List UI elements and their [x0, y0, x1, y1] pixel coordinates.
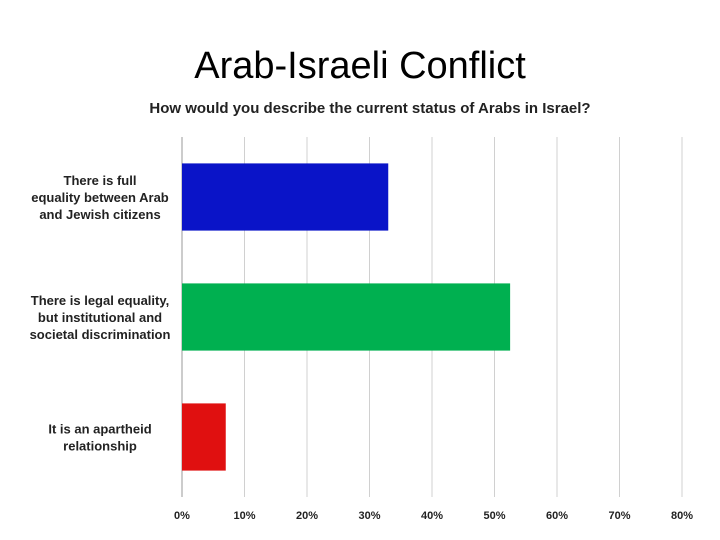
- category-label-line: equality between Arab: [31, 190, 169, 205]
- category-label-line: and Jewish citizens: [39, 207, 160, 222]
- bar-3: [182, 403, 226, 471]
- x-tick-label: 30%: [358, 510, 380, 522]
- x-tick-label: 10%: [233, 510, 255, 522]
- category-label-2: There is legal equality, but institutiona…: [30, 293, 171, 342]
- bar-2: [182, 283, 511, 351]
- slide-title: Arab-Israeli Conflict: [194, 45, 526, 87]
- category-label-line: There is legal equality,: [31, 293, 169, 308]
- category-labels: There is full equality between Arab and Je…: [30, 173, 171, 454]
- x-tick-label: 80%: [671, 510, 693, 522]
- tick-labels: 0% 10% 20% 30% 40% 50% 60% 70% 80%: [174, 510, 693, 522]
- x-tick-label: 50%: [483, 510, 505, 522]
- x-tick-label: 70%: [608, 510, 630, 522]
- x-tick-label: 20%: [296, 510, 318, 522]
- x-tick-label: 60%: [546, 510, 568, 522]
- category-label-line: societal discrimination: [30, 327, 171, 342]
- x-tick-label: 40%: [421, 510, 443, 522]
- category-label-line: relationship: [63, 439, 137, 454]
- bar-1: [182, 163, 389, 231]
- category-label-1: There is full equality between Arab and Je…: [31, 173, 169, 222]
- category-label-line: It is an apartheid: [48, 422, 151, 437]
- category-label-3: It is an apartheid relationship: [48, 422, 151, 454]
- category-label-line: There is full: [64, 173, 137, 188]
- x-tick-label: 0%: [174, 510, 190, 522]
- chart-title: How would you describe the current statu…: [149, 100, 591, 117]
- category-label-line: but institutional and: [38, 310, 162, 325]
- bars: [182, 163, 511, 471]
